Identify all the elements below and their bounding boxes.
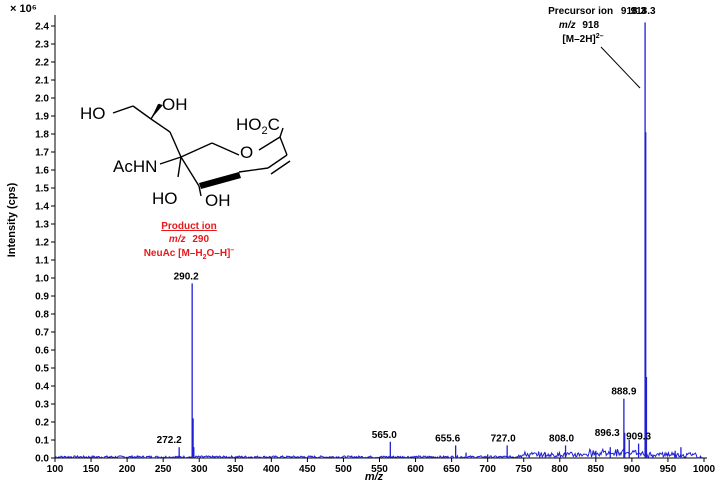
x-tick-label: 1000	[693, 464, 716, 475]
y-axis-title: Intensity (cps)	[6, 182, 18, 257]
peak-label-655.6: 655.6	[435, 433, 460, 444]
svg-text:HO: HO	[80, 104, 106, 123]
peak-label-808.0: 808.0	[549, 433, 574, 444]
y-tick-label: 1.0	[35, 274, 49, 285]
peak-label-272.2: 272.2	[157, 435, 182, 446]
x-tick-label: 450	[299, 464, 316, 475]
y-tick-label: 0.6	[35, 346, 49, 357]
x-tick-label: 600	[407, 464, 424, 475]
svg-text:HO2C: HO2C	[236, 115, 280, 137]
svg-text:OH: OH	[205, 191, 231, 210]
y-tick-label: 1.4	[35, 202, 49, 213]
y-tick-label: 0.7	[35, 328, 49, 339]
y-tick-label: 2.0	[35, 94, 49, 105]
x-ticks: 100 150 200 250 300 350 400 450 500 550 600 650 700 7…	[47, 458, 716, 475]
product-mz-label: m/z 290	[169, 234, 210, 245]
peak-labels: 272.2 290.2 565.0 655.6 727.0 808.0 888.9 896.3…	[157, 6, 656, 446]
y-tick-label: 0.3	[35, 400, 49, 411]
svg-text:HO: HO	[152, 189, 178, 208]
y-tick-label: 1.7	[35, 148, 49, 159]
product-formula-label: NeuAc [M–H2O–H]–	[144, 247, 235, 261]
y-tick-label: 0.9	[35, 292, 49, 303]
svg-text:AcHN: AcHN	[113, 157, 157, 176]
y-tick-label: 0.5	[35, 364, 49, 375]
y-tick-label: 0.1	[35, 436, 49, 447]
x-tick-label: 900	[624, 464, 641, 475]
x-tick-label: 200	[119, 464, 136, 475]
spectrum-baseline	[54, 447, 704, 460]
product-ion-label: Product ion	[161, 221, 217, 232]
y-tick-label: 1.6	[35, 166, 49, 177]
y-tick-label: 1.3	[35, 220, 49, 231]
peak-label-290.2: 290.2	[174, 271, 199, 282]
y-multiplier-label: × 10⁶	[10, 3, 37, 15]
y-tick-label: 1.9	[35, 112, 49, 123]
x-tick-label: 100	[47, 464, 64, 475]
x-tick-label: 700	[479, 464, 496, 475]
y-tick-label: 0.8	[35, 310, 49, 321]
precursor-formula-label: [M–2H]2–	[562, 33, 603, 45]
y-tick-label: 0.4	[35, 382, 49, 393]
y-tick-label: 2.2	[35, 58, 49, 69]
spectrum-peaks	[178, 22, 682, 458]
peak-label-896.3: 896.3	[595, 428, 620, 439]
x-tick-label: 250	[155, 464, 172, 475]
x-tick-label: 300	[191, 464, 208, 475]
x-tick-label: 650	[443, 464, 460, 475]
y-tick-label: 2.3	[35, 40, 49, 51]
y-tick-label: 1.8	[35, 130, 49, 141]
y-tick-label: 1.5	[35, 184, 49, 195]
svg-text:O: O	[240, 143, 253, 162]
x-axis-title: m/z	[365, 471, 384, 483]
precursor-annotation: Precursor ion 918.3 m/z 918 [M–2H]2–	[548, 6, 646, 89]
x-tick-label: 150	[83, 464, 100, 475]
y-tick-label: 1.2	[35, 238, 49, 249]
y-tick-label: 1.1	[35, 256, 49, 267]
neuac-structure-labels: HO OH HO2C AcHN O HO OH	[80, 95, 280, 210]
y-tick-label: 0.2	[35, 418, 49, 429]
svg-text:OH: OH	[162, 95, 188, 114]
y-tick-label: 0.0	[35, 454, 49, 465]
y-tick-label: 2.1	[35, 76, 49, 87]
y-ticks: 0.0 0.1 0.2 0.3 0.4 0.5 0.6 0.7 0.8 0.9 1.0 1.1 1.2 1…	[35, 22, 55, 465]
x-tick-label: 400	[263, 464, 280, 475]
x-tick-label: 850	[587, 464, 604, 475]
x-tick-label: 950	[660, 464, 677, 475]
precursor-mz-label: m/z 918	[559, 20, 600, 31]
x-tick-label: 800	[551, 464, 568, 475]
x-tick-label: 350	[227, 464, 244, 475]
peak-label-888.9: 888.9	[611, 387, 636, 398]
peak-label-918.3: 918.3	[631, 6, 656, 17]
peak-label-727.0: 727.0	[491, 433, 516, 444]
peak-label-565.0: 565.0	[372, 430, 397, 441]
x-tick-label: 750	[515, 464, 532, 475]
y-tick-label: 2.4	[35, 22, 49, 33]
precursor-leader-line	[600, 46, 641, 89]
x-tick-label: 550	[371, 464, 388, 475]
precursor-ion-label: Precursor ion 918.3	[548, 6, 646, 17]
neuac-structure	[112, 103, 291, 197]
x-tick-label: 500	[335, 464, 352, 475]
peak-label-909.3: 909.3	[626, 432, 651, 443]
axes	[54, 15, 707, 459]
product-annotation: Product ion m/z 290 NeuAc [M–H2O–H]–	[144, 221, 235, 261]
